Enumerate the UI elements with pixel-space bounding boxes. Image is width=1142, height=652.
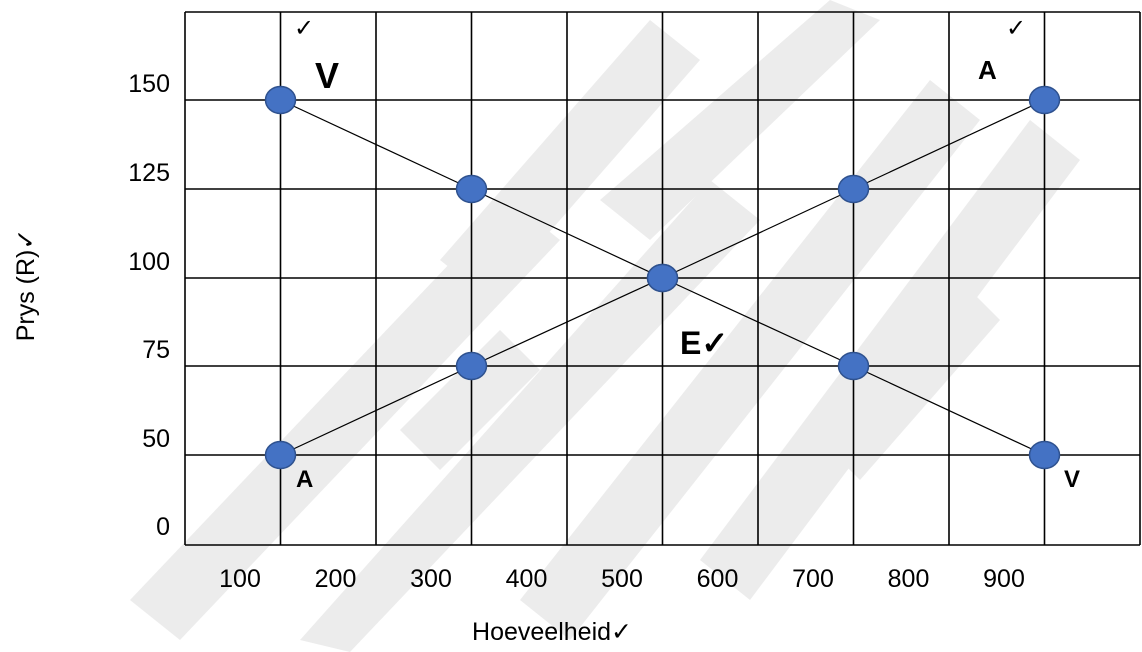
y-tick-50: 50	[142, 425, 170, 453]
check-mark-top-right: ✓	[1006, 14, 1026, 42]
data-point-a-3	[837, 174, 870, 204]
supply-label-bottom: V	[1064, 466, 1080, 493]
x-axis-title: Hoeveelheid✓	[472, 618, 632, 646]
demand-label-bottom: A	[296, 466, 313, 493]
x-tick-900: 900	[983, 565, 1025, 593]
check-mark-top-left: ✓	[294, 14, 314, 42]
x-tick-200: 200	[315, 565, 357, 593]
x-tick-600: 600	[697, 565, 739, 593]
data-point-v-4	[1028, 440, 1061, 470]
data-point-a-4	[1028, 85, 1061, 115]
y-tick-150: 150	[128, 70, 170, 98]
x-tick-100: 100	[219, 565, 261, 593]
x-tick-800: 800	[888, 565, 930, 593]
data-point-a-2	[646, 263, 679, 293]
x-tick-700: 700	[792, 565, 834, 593]
data-point-v-1	[455, 174, 488, 204]
y-axis-title: Prys (R)✓	[12, 229, 40, 342]
data-point-v-3	[837, 351, 870, 381]
supply-label-top: V	[315, 55, 339, 96]
x-tick-400: 400	[506, 565, 548, 593]
y-tick-0: 0	[156, 513, 170, 541]
x-tick-500: 500	[601, 565, 643, 593]
y-tick-125: 125	[128, 159, 170, 187]
y-tick-100: 100	[128, 248, 170, 276]
data-point-a-1	[455, 351, 488, 381]
x-tick-labels: 100 200 300 400 500 600 700 800 900	[219, 565, 1025, 593]
data-point-v-0	[264, 85, 297, 115]
x-tick-300: 300	[410, 565, 452, 593]
equilibrium-label: E✓	[680, 325, 728, 361]
data-markers	[264, 85, 1061, 470]
demand-label-top: A	[978, 55, 997, 85]
watermark	[130, 0, 1080, 652]
y-tick-labels: 0 50 75 100 125 150	[128, 70, 170, 541]
data-point-a-0	[264, 440, 297, 470]
y-tick-75: 75	[142, 336, 170, 364]
